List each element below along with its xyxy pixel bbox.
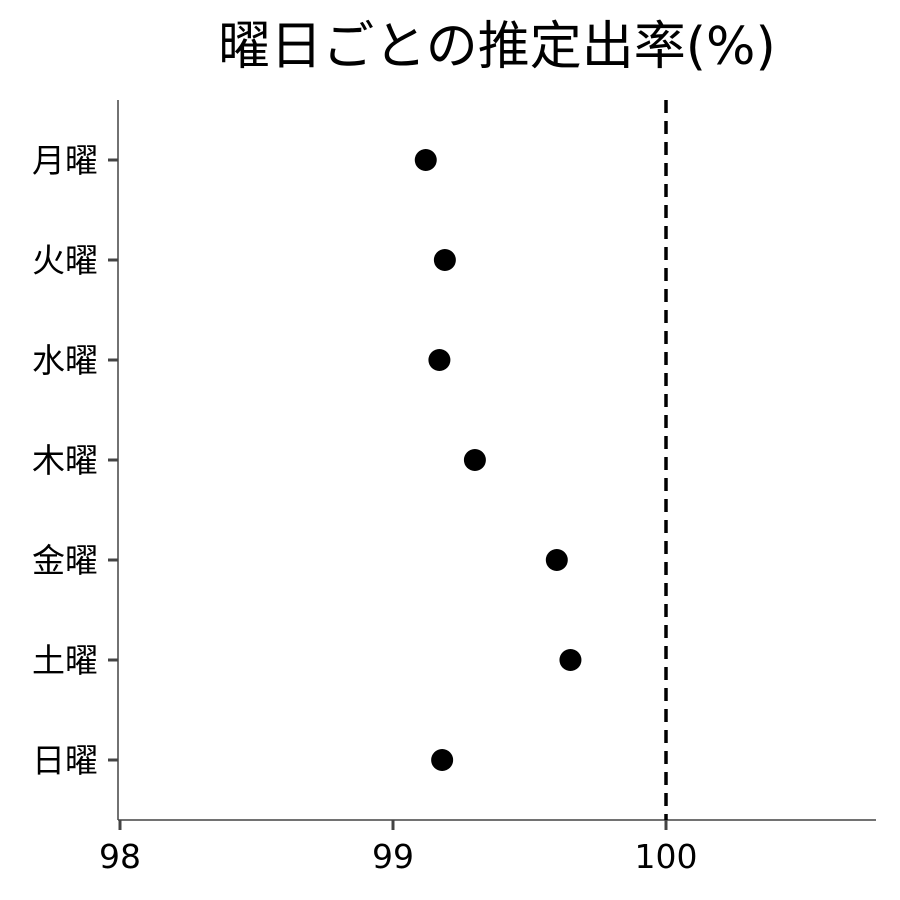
data-point bbox=[463, 449, 486, 471]
data-point bbox=[428, 349, 451, 371]
data-point bbox=[414, 149, 437, 171]
x-ticks-group: 98 99 100 bbox=[99, 820, 698, 876]
data-point bbox=[433, 249, 456, 271]
data-points-group bbox=[414, 149, 582, 771]
y-tick-label: 水曜 bbox=[32, 341, 98, 380]
y-tick-label: 土曜 bbox=[32, 641, 98, 680]
y-tick-label: 木曜 bbox=[32, 441, 98, 480]
chart-title: 曜日ごとの推定出率(%) bbox=[218, 17, 775, 77]
x-tick-label: 99 bbox=[372, 837, 414, 876]
y-tick-label: 金曜 bbox=[32, 541, 98, 580]
data-point bbox=[431, 749, 454, 771]
y-tick-label: 日曜 bbox=[32, 741, 98, 780]
data-point bbox=[545, 549, 568, 571]
axes-group bbox=[117, 100, 876, 821]
y-tick-label: 火曜 bbox=[32, 241, 98, 280]
data-point bbox=[559, 649, 582, 671]
x-tick-label: 100 bbox=[635, 837, 698, 876]
x-tick-label: 98 bbox=[99, 837, 141, 876]
y-tick-label: 月曜 bbox=[32, 141, 98, 180]
